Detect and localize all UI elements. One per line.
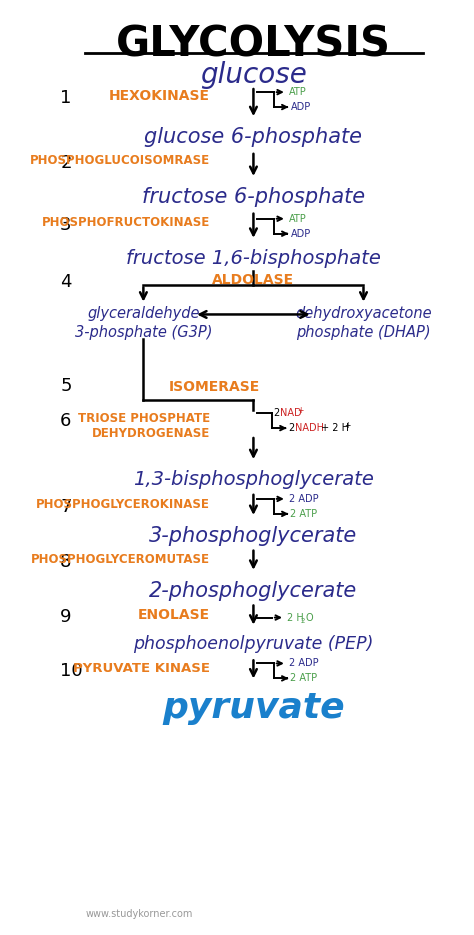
Text: NADH: NADH (295, 424, 324, 433)
Text: glyceraldehyde
3-phosphate (G3P): glyceraldehyde 3-phosphate (G3P) (74, 307, 212, 340)
Text: 2: 2 (274, 409, 283, 418)
Text: HEXOKINASE: HEXOKINASE (109, 89, 210, 103)
Text: +: + (344, 421, 350, 429)
Text: glucose 6-phosphate: glucose 6-phosphate (145, 127, 363, 147)
Text: NAD: NAD (280, 409, 302, 418)
Text: GLYCOLYSIS: GLYCOLYSIS (116, 23, 391, 65)
Text: PHOSPHOGLYCEROMUTASE: PHOSPHOGLYCEROMUTASE (31, 553, 210, 566)
Text: 2-phosphoglycerate: 2-phosphoglycerate (149, 581, 357, 600)
Text: pyruvate: pyruvate (162, 691, 345, 726)
Text: PHOSPHOGLYCEROKINASE: PHOSPHOGLYCEROKINASE (36, 498, 210, 511)
Text: PHOSPHOGLUCOISOMRASE: PHOSPHOGLUCOISOMRASE (30, 154, 210, 167)
Text: 1: 1 (60, 89, 72, 108)
Text: ADP: ADP (291, 229, 310, 238)
Text: ATP: ATP (289, 214, 306, 223)
Text: ATP: ATP (289, 87, 306, 97)
Text: 3-phosphoglycerate: 3-phosphoglycerate (149, 525, 357, 546)
Text: 2 ADP: 2 ADP (289, 494, 318, 504)
Text: +: + (297, 406, 303, 414)
Text: www.studykorner.com: www.studykorner.com (85, 909, 192, 919)
Text: 2 ADP: 2 ADP (289, 658, 318, 669)
Text: 10: 10 (60, 662, 83, 681)
Text: ISOMERASE: ISOMERASE (169, 381, 260, 395)
Text: + 2 H: + 2 H (318, 424, 349, 433)
Text: 7: 7 (60, 498, 72, 516)
Text: fructose 6-phosphate: fructose 6-phosphate (142, 187, 365, 207)
Text: fructose 1,6-bisphosphate: fructose 1,6-bisphosphate (126, 249, 381, 267)
Text: PYRUVATE KINASE: PYRUVATE KINASE (73, 662, 210, 675)
Text: 2 ATP: 2 ATP (291, 673, 318, 683)
Text: 5: 5 (60, 377, 72, 396)
Text: dehydroxyacetone
phosphate (DHAP): dehydroxyacetone phosphate (DHAP) (295, 307, 432, 340)
Text: ENOLASE: ENOLASE (138, 608, 210, 622)
Text: 8: 8 (60, 553, 72, 570)
Text: 9: 9 (60, 608, 72, 626)
Text: 4: 4 (60, 273, 72, 291)
Text: 2: 2 (289, 424, 298, 433)
Text: 6: 6 (60, 412, 72, 430)
Text: 2: 2 (301, 617, 305, 624)
Text: 3: 3 (60, 216, 72, 234)
Text: 2: 2 (60, 154, 72, 172)
Text: O: O (305, 612, 313, 623)
Text: TRIOSE PHOSPHATE
DEHYDROGENASE: TRIOSE PHOSPHATE DEHYDROGENASE (78, 412, 210, 440)
Text: ALDOLASE: ALDOLASE (212, 273, 294, 287)
Text: PHOSPHOFRUCTOKINASE: PHOSPHOFRUCTOKINASE (42, 216, 210, 229)
Text: 2 ATP: 2 ATP (291, 509, 318, 519)
Text: 1,3-bisphosphoglycerate: 1,3-bisphosphoglycerate (133, 470, 374, 489)
Text: glucose: glucose (200, 61, 307, 89)
Text: ADP: ADP (291, 102, 310, 112)
Text: 2 H: 2 H (287, 612, 303, 623)
Text: phosphoenolpyruvate (PEP): phosphoenolpyruvate (PEP) (133, 636, 374, 654)
